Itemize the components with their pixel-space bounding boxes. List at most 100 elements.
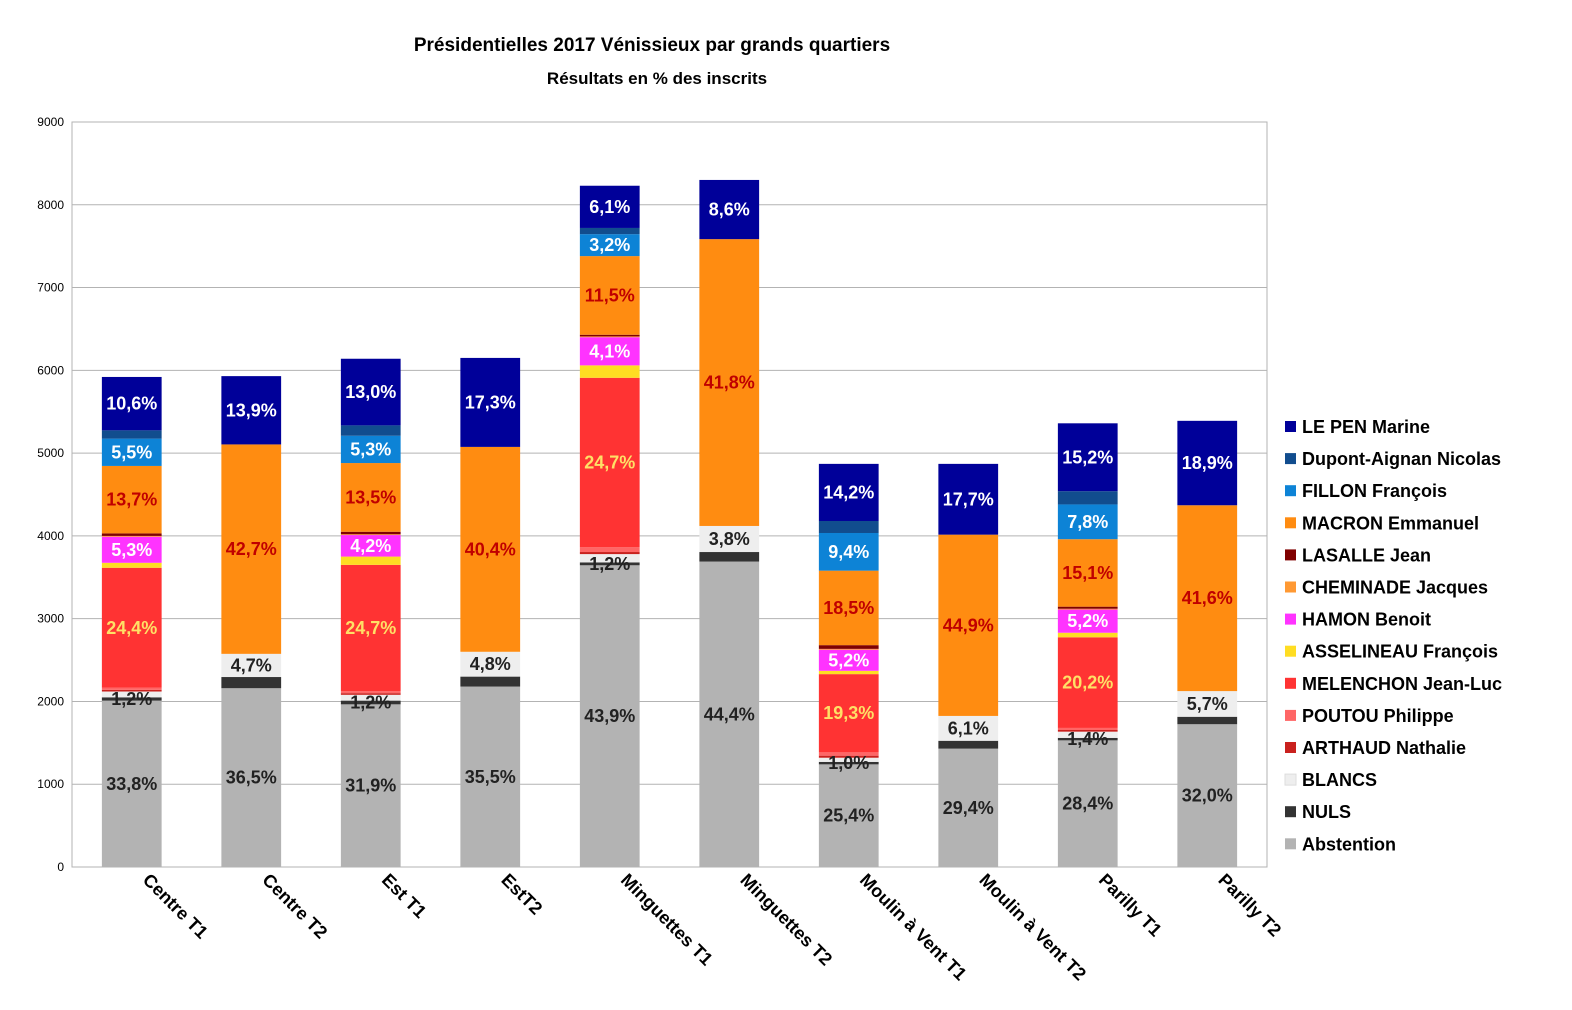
bar-segment <box>340 700 401 705</box>
bar-segment <box>579 185 640 228</box>
data-label: 4,7% <box>231 655 272 675</box>
legend-label: LASALLE Jean <box>1302 545 1431 565</box>
legend-label: Abstention <box>1302 834 1396 854</box>
bar-segment <box>340 694 401 701</box>
x-tick-label: Parilly T1 <box>1095 870 1166 941</box>
bar-segment <box>579 365 640 378</box>
bar-segment <box>579 227 640 235</box>
legend-label: ARTHAUD Nathalie <box>1302 738 1466 758</box>
x-tick-label: Moulin à Vent T2 <box>975 870 1090 985</box>
bar-segment <box>460 651 521 677</box>
bar-segment <box>699 525 760 553</box>
bar-segment <box>1057 727 1118 731</box>
bar-segment <box>460 686 521 867</box>
data-label: 5,7% <box>1187 694 1228 714</box>
bar-segment <box>1177 724 1238 867</box>
data-label: 32,0% <box>1182 786 1233 806</box>
data-label: 5,5% <box>111 442 152 462</box>
bar-segment <box>221 688 282 867</box>
bar-segment <box>699 179 760 240</box>
x-tick-label: Centre T1 <box>139 870 212 943</box>
bar-segment <box>101 465 162 534</box>
legend-label: MACRON Emmanuel <box>1302 513 1479 533</box>
data-label: 15,2% <box>1062 447 1113 467</box>
data-label: 14,2% <box>823 482 874 502</box>
bar-segment <box>1057 539 1118 607</box>
x-tick-label: Minguettes T1 <box>617 870 717 970</box>
legend-swatch <box>1285 421 1296 432</box>
data-label: 44,9% <box>943 615 994 635</box>
legend-swatch <box>1285 581 1296 593</box>
bar-segment <box>1057 632 1118 638</box>
bar-segment <box>221 444 282 654</box>
data-label: 11,5% <box>585 285 635 305</box>
data-label: 15,1% <box>1062 563 1113 583</box>
legend-label: FILLON François <box>1302 481 1447 501</box>
bar-segment <box>101 430 162 439</box>
data-label: 8,6% <box>709 200 750 220</box>
bar-segment <box>340 358 401 426</box>
bar-segment <box>101 687 162 690</box>
data-label: 10,6% <box>106 394 157 414</box>
data-label: 6,1% <box>948 718 989 738</box>
data-label: 5,3% <box>350 439 391 459</box>
data-label: 20,2% <box>1062 673 1113 693</box>
bar-segment <box>579 234 640 257</box>
bar-segment <box>818 757 879 762</box>
bar-segment <box>101 689 162 692</box>
bar-segment <box>101 438 162 466</box>
bar-segment <box>579 554 640 563</box>
y-tick-label: 3000 <box>37 612 64 626</box>
bar-segment <box>101 562 162 568</box>
bar-segment <box>579 336 640 338</box>
bar-segment <box>1057 609 1118 633</box>
bar-segment <box>340 564 401 692</box>
y-tick-label: 6000 <box>37 363 64 377</box>
bar-segment <box>818 752 879 756</box>
data-label: 40,4% <box>465 539 516 559</box>
data-label: 24,7% <box>345 618 396 638</box>
bar-segment <box>340 425 401 436</box>
bar-segment <box>460 676 521 687</box>
y-tick-label: 9000 <box>37 115 64 129</box>
bar-segment <box>579 552 640 555</box>
legend-swatch <box>1285 645 1296 657</box>
bar-segment <box>579 334 640 337</box>
bar-segment <box>818 649 879 671</box>
bar-segment <box>340 531 401 535</box>
legend-swatch <box>1284 773 1297 786</box>
data-label: 13,5% <box>345 487 396 507</box>
legend-swatch <box>1285 549 1296 561</box>
y-tick-label: 4000 <box>37 529 64 543</box>
x-axis: Centre T1 Centre T2 Est T1 EstT2 Minguettes … <box>139 870 1285 985</box>
bar-segment <box>101 533 162 536</box>
y-tick-label: 5000 <box>37 446 64 460</box>
bar-segment <box>818 674 879 753</box>
data-label: 24,4% <box>106 618 157 638</box>
data-label: 36,5% <box>226 768 277 788</box>
data-labels: 33,8% 1,2% 24,4% 5,3% 13,7% 5,5% 10,6% 36,5% 4,7… <box>106 197 1233 826</box>
data-label: 4,2% <box>350 536 391 556</box>
legend-swatch <box>1285 485 1296 497</box>
bar-segment <box>818 755 879 758</box>
bar-segment <box>818 532 879 571</box>
data-label: 31,9% <box>345 776 396 796</box>
bar-segment <box>579 562 640 566</box>
bar-segment <box>1057 608 1118 610</box>
bar-segment <box>818 463 879 521</box>
bar-segment <box>579 377 640 548</box>
data-label: 4,8% <box>470 654 511 674</box>
legend-label: BLANCS <box>1302 770 1377 790</box>
bar-segment <box>460 357 521 447</box>
bar-segment <box>1057 491 1118 505</box>
data-label: 5,2% <box>828 650 869 670</box>
legend-swatch <box>1285 453 1296 465</box>
bar-segment <box>579 256 640 335</box>
bar-segment <box>1177 716 1238 725</box>
legend-label: ASSELINEAU François <box>1302 642 1498 662</box>
data-label: 41,8% <box>704 373 755 393</box>
data-label: 1,0% <box>828 753 869 773</box>
bar-segment <box>101 535 162 537</box>
data-label: 6,1% <box>589 197 630 217</box>
